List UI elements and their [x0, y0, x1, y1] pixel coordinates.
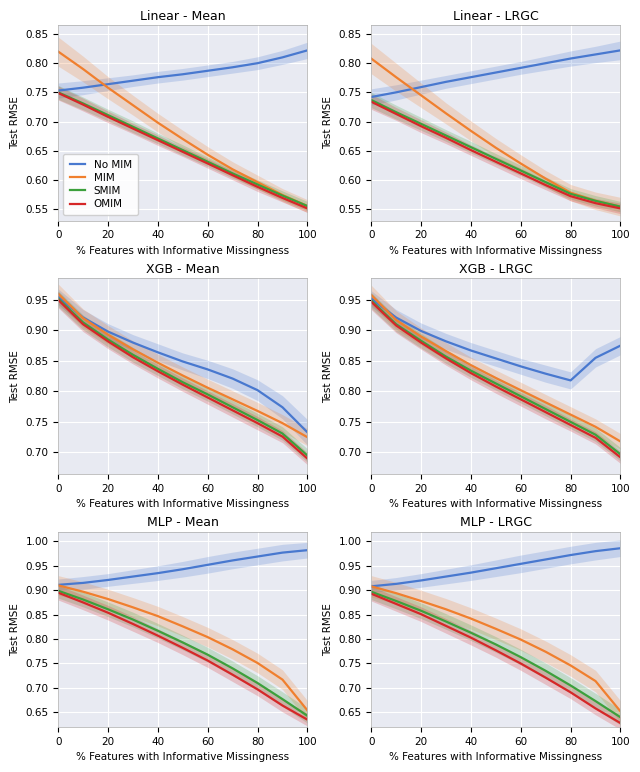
- Title: XGB - Mean: XGB - Mean: [146, 263, 220, 276]
- X-axis label: % Features with Informative Missingness: % Features with Informative Missingness: [76, 752, 289, 762]
- Title: MLP - LRGC: MLP - LRGC: [460, 516, 532, 529]
- Y-axis label: Test RMSE: Test RMSE: [10, 96, 20, 150]
- X-axis label: % Features with Informative Missingness: % Features with Informative Missingness: [389, 246, 602, 256]
- Y-axis label: Test RMSE: Test RMSE: [323, 96, 333, 150]
- X-axis label: % Features with Informative Missingness: % Features with Informative Missingness: [389, 499, 602, 509]
- Y-axis label: Test RMSE: Test RMSE: [323, 350, 333, 402]
- Title: Linear - Mean: Linear - Mean: [140, 10, 225, 22]
- Y-axis label: Test RMSE: Test RMSE: [323, 603, 333, 655]
- X-axis label: % Features with Informative Missingness: % Features with Informative Missingness: [76, 246, 289, 256]
- Title: MLP - Mean: MLP - Mean: [147, 516, 219, 529]
- Y-axis label: Test RMSE: Test RMSE: [10, 350, 20, 402]
- X-axis label: % Features with Informative Missingness: % Features with Informative Missingness: [76, 499, 289, 509]
- Legend: No MIM, MIM, SMIM, OMIM: No MIM, MIM, SMIM, OMIM: [63, 154, 138, 215]
- Title: Linear - LRGC: Linear - LRGC: [453, 10, 539, 22]
- Title: XGB - LRGC: XGB - LRGC: [459, 263, 532, 276]
- Y-axis label: Test RMSE: Test RMSE: [10, 603, 20, 655]
- X-axis label: % Features with Informative Missingness: % Features with Informative Missingness: [389, 752, 602, 762]
